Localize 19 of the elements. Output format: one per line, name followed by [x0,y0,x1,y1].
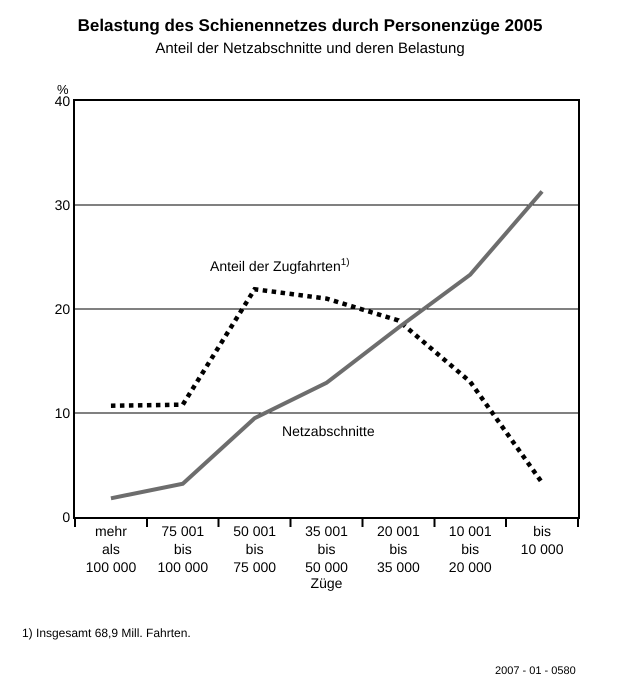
text: 1) Insgesamt 68,9 Mill. Fahrten. [22,626,191,640]
x-tick-label: 75 001 bis 100 000 [157,522,208,576]
y-tick-label: 0 [62,508,70,525]
text: 2007 - 01 - 0580 [495,665,576,677]
chart-subtitle: Anteil der Netzabschnitte und deren Belastung [155,40,465,58]
series-label: Netzabschnitte [282,423,375,439]
x-tick-label: 50 001 bis 75 000 [233,522,276,576]
y-tick-label: 20 [54,300,70,317]
y-tick-label: 30 [54,196,70,213]
x-axis-title: Züge [310,575,343,592]
x-tick-label: bis 10 000 [520,522,564,557]
line-series [108,189,544,500]
x-tick-label: 20 001 bis 35 000 [376,522,420,576]
y-tick-label: 10 [54,404,70,421]
x-tick-label: mehr als 100 000 [86,522,136,576]
x-tick-label: 35 001 bis 50 000 [305,522,348,576]
series-label: Anteil der Zugfahrten$^{1)}$ [210,257,350,274]
chart-title: Belastung des Schienennetzes durch Personenzüge 2005 [78,16,542,36]
x-tick-label: 10 001 bis 20 000 [448,522,492,576]
